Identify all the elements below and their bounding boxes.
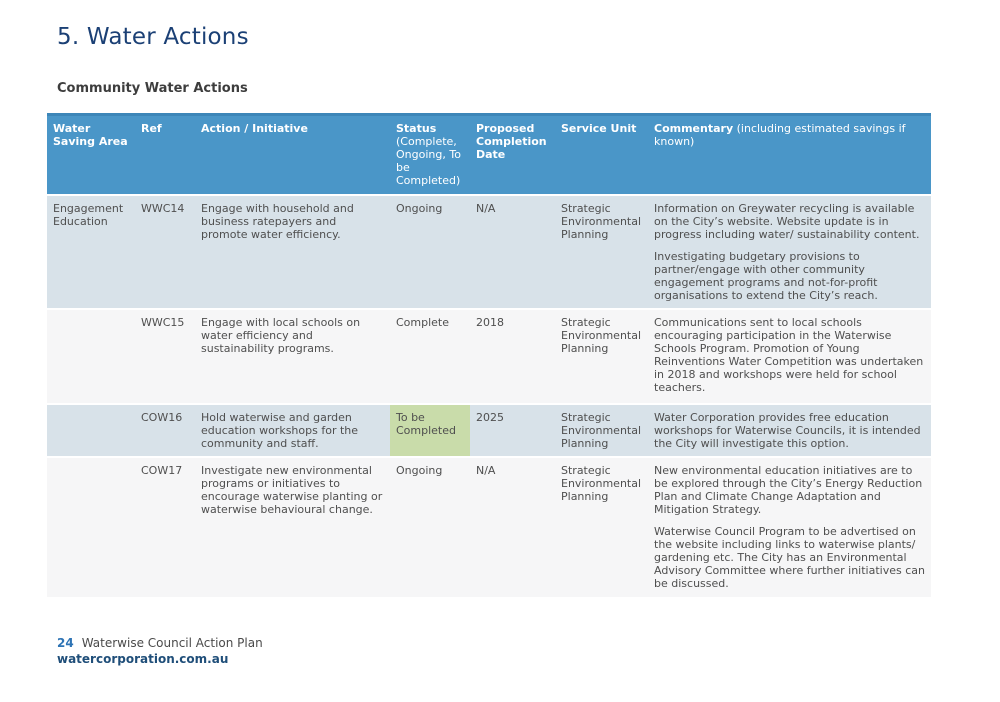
cell-commentary: Information on Greywater recycling is av… [648,194,931,310]
cell-proposed-date: 2025 [470,403,555,458]
header-label: Service Unit [561,122,637,135]
header-label: Action / Initiative [201,122,308,135]
cell-commentary: Water Corporation provides free educatio… [648,403,931,458]
cell-status: Ongoing [390,194,470,310]
website-link[interactable]: watercorporation.com.au [57,651,229,666]
cell-water-saving-area: Engagement Education [47,194,135,310]
table-row-wwc14: Engagement Education WWC14 Engage with h… [47,194,931,310]
header-label: Water Saving Area [53,122,128,148]
col-header-ref: Ref [135,113,195,196]
cell-service-unit: Strategic Environmental Planning [555,456,648,599]
table-row-wwc15: WWC15 Engage with local schools on water… [47,308,931,405]
community-water-actions-table: Water Saving Area Ref Action / Initiativ… [47,113,931,599]
header-note: (including estimated savings if known) [654,122,906,148]
cell-service-unit: Strategic Environmental Planning [555,403,648,458]
page-footer: 24 Waterwise Council Action Plan watercor… [57,635,1000,667]
commentary-paragraph: Information on Greywater recycling is av… [654,201,920,241]
cell-proposed-date: N/A [470,456,555,599]
col-header-commentary: Commentary (including estimated savings … [648,113,931,196]
cell-commentary: Communications sent to local schools enc… [648,308,931,405]
cell-commentary: New environmental education initiatives … [648,456,931,599]
cell-ref: WWC15 [135,308,195,405]
commentary-paragraph: Water Corporation provides free educatio… [654,410,921,450]
cell-service-unit: Strategic Environmental Planning [555,194,648,310]
cell-water-saving-area [47,403,135,458]
col-header-status: Status (Complete, Ongoing, To be Complet… [390,113,470,196]
cell-water-saving-area [47,308,135,405]
commentary-paragraph: Communications sent to local schools enc… [654,315,924,394]
footer-line: 24 Waterwise Council Action Plan [57,635,1000,651]
cell-status: Complete [390,308,470,405]
header-label: Proposed Completion Date [476,122,547,161]
cell-status-highlighted: To be Completed [390,403,470,458]
table-row-cow16: COW16 Hold waterwise and garden educatio… [47,403,931,458]
cell-ref: WWC14 [135,194,195,310]
col-header-proposed-completion-date: Proposed Completion Date [470,113,555,196]
commentary-paragraph: New environmental education initiatives … [654,463,923,516]
col-header-action-initiative: Action / Initiative [195,113,390,196]
page-title: 5. Water Actions [57,24,249,50]
cell-ref: COW16 [135,403,195,458]
cell-action: Investigate new environmental programs o… [195,456,390,599]
cell-action: Engage with household and business ratep… [195,194,390,310]
header-note: (Complete, Ongoing, To be Completed) [396,135,461,187]
col-header-water-saving-area: Water Saving Area [47,113,135,196]
page-number: 24 [57,635,74,650]
cell-ref: COW17 [135,456,195,599]
cell-service-unit: Strategic Environmental Planning [555,308,648,405]
header-label: Commentary [654,122,734,135]
cell-proposed-date: N/A [470,194,555,310]
cell-water-saving-area [47,456,135,599]
header-label: Ref [141,122,162,135]
cell-action: Hold waterwise and garden education work… [195,403,390,458]
cell-status: Ongoing [390,456,470,599]
commentary-paragraph: Investigating budgetary provisions to pa… [654,249,878,302]
document-title: Waterwise Council Action Plan [81,635,263,650]
commentary-paragraph: Waterwise Council Program to be advertis… [654,524,925,590]
cell-action: Engage with local schools on water effic… [195,308,390,405]
header-label: Status [396,122,437,135]
header-row: Water Saving Area Ref Action / Initiativ… [47,113,931,196]
table-row-cow17: COW17 Investigate new environmental prog… [47,456,931,599]
col-header-service-unit: Service Unit [555,113,648,196]
cell-proposed-date: 2018 [470,308,555,405]
section-subtitle: Community Water Actions [57,81,248,96]
